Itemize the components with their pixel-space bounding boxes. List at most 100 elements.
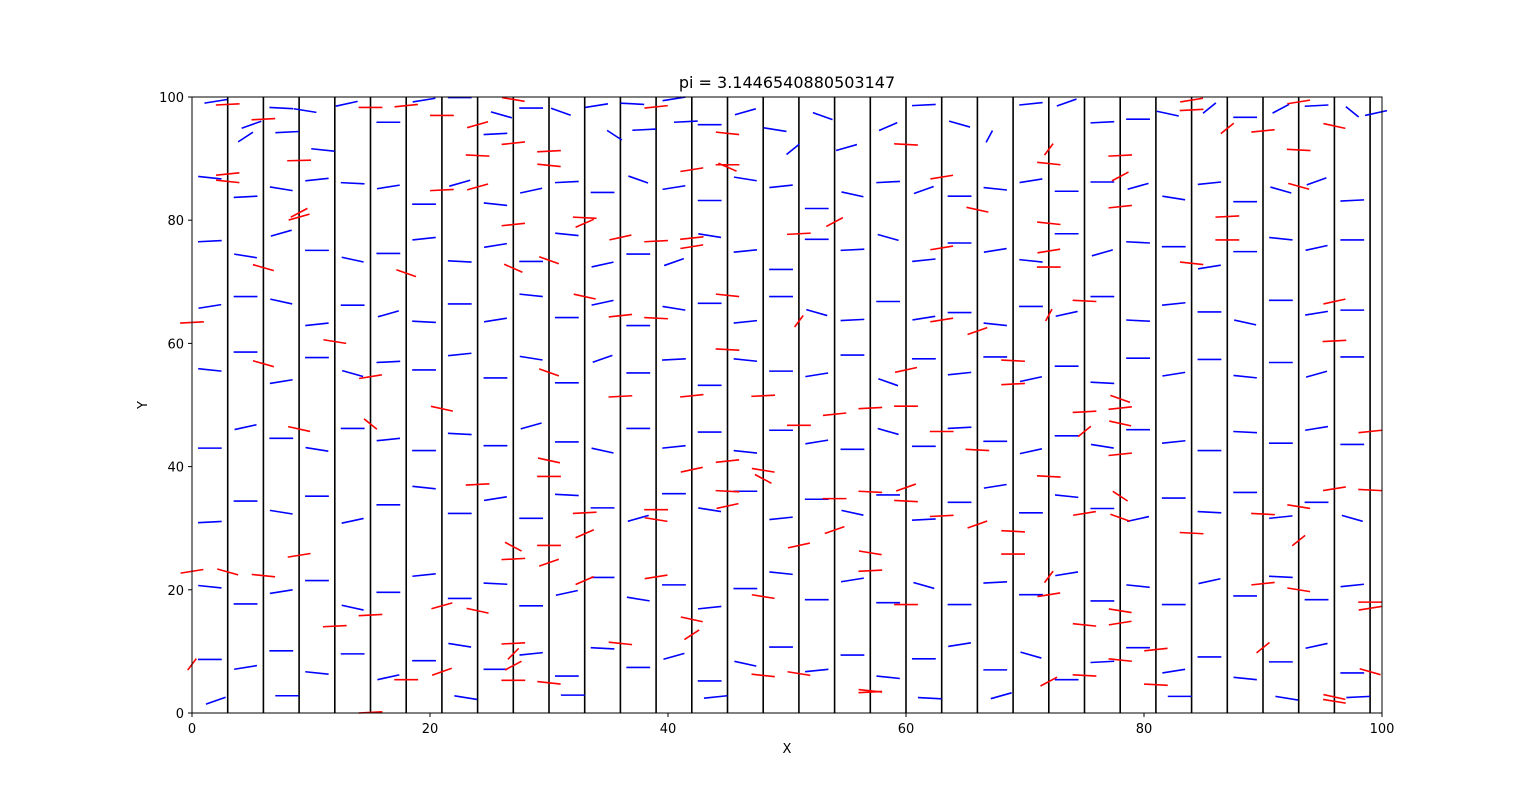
needle-crossing (858, 550, 882, 556)
needle-non-crossing (1019, 258, 1043, 263)
needle-crossing (1043, 143, 1054, 156)
needle-crossing (215, 171, 240, 177)
x-tick-label: 80 (1136, 722, 1153, 737)
needle-crossing (501, 557, 526, 561)
needle-crossing (716, 502, 739, 510)
needle-non-crossing (1127, 182, 1149, 191)
needle-non-crossing (520, 187, 543, 194)
plot-area (180, 96, 1388, 714)
needle-non-crossing (234, 664, 258, 671)
needle-non-crossing (948, 642, 972, 648)
needle-non-crossing (912, 315, 936, 321)
needle-crossing (895, 483, 917, 492)
needle-non-crossing (483, 202, 508, 207)
needle-crossing (608, 641, 633, 646)
needle-crossing (1109, 420, 1132, 427)
needle-non-crossing (1126, 515, 1150, 523)
needle-non-crossing (769, 516, 793, 521)
x-tick-label: 20 (422, 722, 439, 737)
needle-non-crossing (1346, 695, 1371, 699)
needle-crossing (608, 313, 633, 318)
needle-non-crossing (554, 180, 579, 184)
needle-crossing (1112, 490, 1129, 502)
needle-crossing (575, 575, 595, 586)
needle-crossing (466, 120, 489, 129)
needle-crossing (858, 690, 883, 694)
needle-crossing (1215, 215, 1240, 218)
needle-non-crossing (591, 299, 614, 306)
needle-non-crossing (1305, 370, 1328, 378)
needle-non-crossing (1197, 510, 1222, 514)
needle-crossing (930, 245, 954, 251)
needle-crossing (929, 514, 954, 518)
needle-non-crossing (412, 97, 436, 103)
needle-non-crossing (341, 369, 364, 378)
needle-crossing (288, 213, 310, 221)
needle-non-crossing (454, 694, 478, 701)
needle-non-crossing (198, 367, 222, 372)
needle-non-crossing (1020, 651, 1042, 659)
needle-non-crossing (697, 605, 722, 610)
needle-non-crossing (483, 582, 508, 586)
needle-non-crossing (592, 354, 613, 364)
needle-crossing (363, 418, 378, 430)
needle-non-crossing (483, 132, 508, 136)
needle-non-crossing (1055, 310, 1078, 318)
needle-non-crossing (1364, 109, 1388, 117)
needle-crossing (538, 368, 560, 377)
needle-non-crossing (234, 423, 257, 431)
needle-non-crossing (947, 371, 972, 376)
needle-crossing (430, 405, 454, 412)
needle-non-crossing (447, 432, 472, 436)
needle-crossing (465, 483, 490, 486)
needle-non-crossing (769, 184, 793, 189)
needle-non-crossing (197, 520, 222, 524)
needle-non-crossing (1270, 186, 1292, 194)
needle-non-crossing (1233, 374, 1257, 379)
needle-crossing (431, 667, 452, 676)
needle-crossing (575, 529, 595, 539)
needle-crossing (1322, 486, 1346, 492)
needle-non-crossing (335, 100, 358, 107)
y-tick-label: 40 (167, 461, 184, 476)
needle-non-crossing (606, 129, 623, 141)
needle-crossing (894, 366, 918, 374)
needle-non-crossing (983, 580, 1008, 584)
needle-non-crossing (806, 308, 828, 317)
needle-non-crossing (1055, 571, 1079, 577)
needle-non-crossing (1090, 381, 1115, 385)
needle-non-crossing (1340, 199, 1365, 202)
needle-crossing (538, 558, 560, 567)
needle-crossing (608, 394, 633, 398)
needle-crossing (858, 569, 883, 573)
needle-crossing (1072, 410, 1097, 414)
needle-non-crossing (340, 181, 365, 185)
needle-non-crossing (519, 293, 543, 298)
needle-non-crossing (662, 184, 686, 191)
needle-non-crossing (877, 427, 899, 436)
needle-non-crossing (733, 449, 758, 454)
needle-non-crossing (878, 121, 898, 132)
needle-non-crossing (1269, 515, 1293, 520)
needle-non-crossing (1162, 668, 1186, 674)
needle-non-crossing (1268, 575, 1293, 579)
needle-crossing (431, 602, 453, 610)
needle-crossing (1073, 510, 1096, 517)
needle-non-crossing (1233, 676, 1257, 681)
needle-non-crossing (270, 298, 293, 305)
needle-non-crossing (805, 372, 829, 378)
needle-crossing (1287, 504, 1311, 510)
needle-crossing (680, 244, 704, 250)
needle-non-crossing (237, 131, 254, 143)
needle-non-crossing (269, 378, 293, 385)
needle-crossing (1108, 620, 1132, 626)
needle-crossing (215, 102, 240, 106)
needle-crossing (217, 568, 239, 576)
needle-crossing (644, 239, 668, 243)
needle-non-crossing (198, 303, 222, 310)
needle-crossing (1108, 608, 1132, 614)
needle-non-crossing (554, 493, 579, 497)
needle-crossing (966, 206, 989, 213)
needle-crossing (359, 374, 382, 380)
needle-non-crossing (204, 98, 228, 104)
